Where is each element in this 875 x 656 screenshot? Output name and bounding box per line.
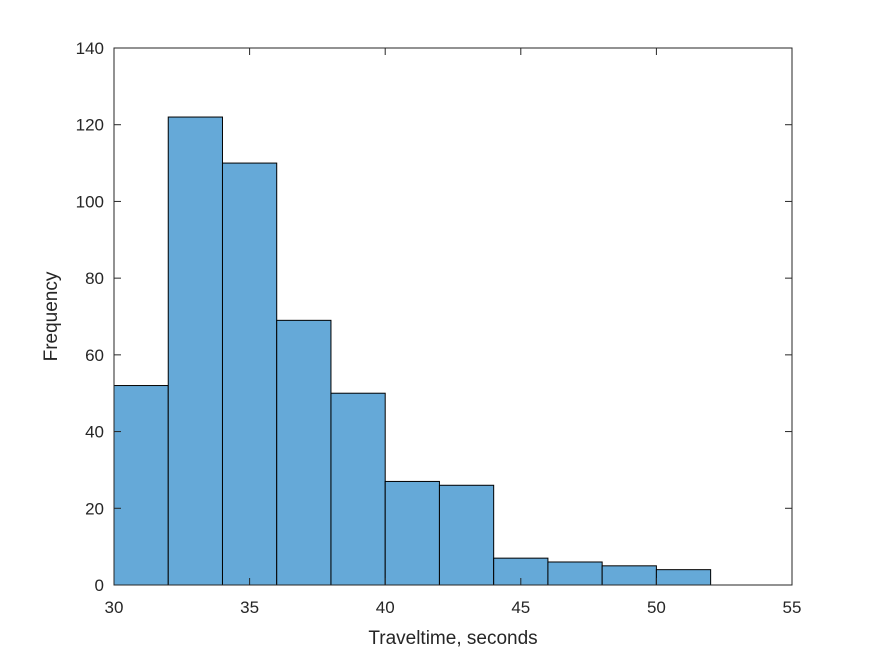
axes-box [113, 47, 793, 586]
histogram-bar [330, 392, 386, 586]
y-tick-label: 120 [76, 116, 104, 135]
histogram-bar [276, 319, 332, 586]
y-tick-label: 40 [85, 423, 104, 442]
x-tick-label: 30 [105, 598, 124, 617]
y-axis-label: Frequency [41, 271, 62, 361]
y-tick-label: 20 [85, 499, 104, 518]
ticks-group [113, 47, 793, 586]
histogram-bar [384, 480, 440, 586]
histogram-bar [113, 385, 169, 586]
y-tick-label: 80 [85, 269, 104, 288]
x-tick-label: 40 [376, 598, 395, 617]
y-tick-label: 60 [85, 346, 104, 365]
y-tick-label: 0 [95, 576, 104, 595]
histogram-bar [167, 116, 223, 586]
bars-group [113, 116, 712, 586]
histogram-bar [221, 162, 278, 586]
y-tick-label: 100 [76, 192, 104, 211]
y-tick-labels: 0 20 40 60 80 100 120 140 [76, 39, 104, 595]
y-tick-label: 140 [76, 39, 104, 58]
histogram-bar [438, 484, 495, 586]
x-tick-label: 55 [783, 598, 802, 617]
x-tick-labels: 30 35 40 45 50 55 [105, 598, 802, 617]
x-tick-label: 50 [647, 598, 666, 617]
histogram-bar [655, 569, 712, 586]
x-axis-label: Traveltime, seconds [368, 628, 537, 649]
histogram-bar [601, 565, 657, 586]
x-tick-label: 45 [511, 598, 530, 617]
histogram-bar [547, 561, 603, 586]
x-tick-label: 35 [240, 598, 259, 617]
